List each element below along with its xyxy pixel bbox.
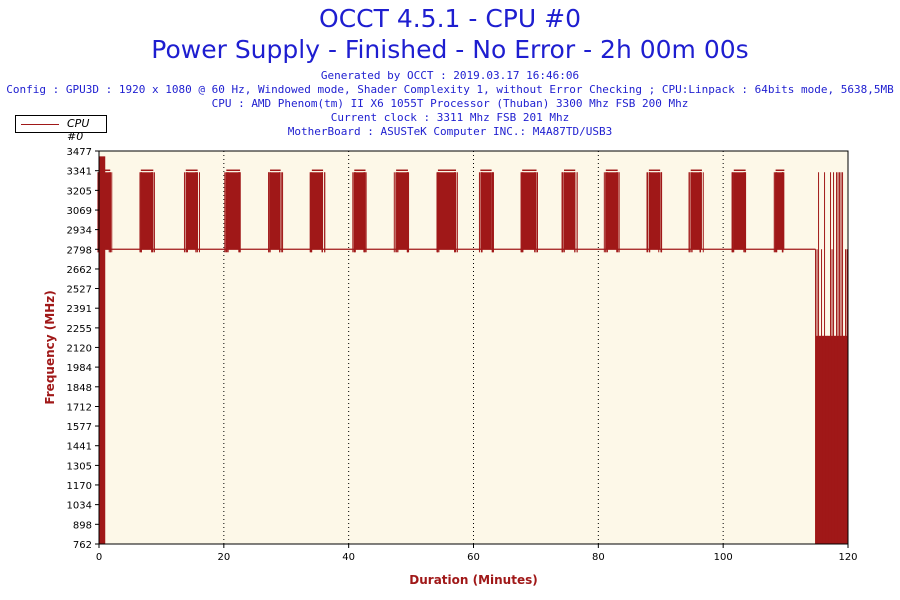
info-current-clock: Current clock : 3311 Mhz FSB 201 Mhz: [330, 111, 570, 124]
series-burst: [437, 172, 457, 250]
info-cpu: CPU : AMD Phenom(tm) II X6 1055T Process…: [211, 97, 689, 110]
y-tick-label: 898: [73, 520, 92, 531]
x-tick-label: 60: [467, 552, 480, 563]
series-burst: [354, 172, 366, 250]
info-motherboard: MotherBoard : ASUSTeK Computer INC.: M4A…: [287, 125, 613, 138]
y-tick-label: 3205: [67, 186, 92, 197]
series-cpu0: [97, 156, 848, 544]
y-tick-label: 1848: [67, 383, 92, 394]
x-tick-label: 40: [342, 552, 355, 563]
y-tick-label: 3341: [67, 167, 92, 178]
grid-lines: [223, 151, 724, 544]
y-tick-label: 1577: [67, 422, 92, 433]
x-axis: 0 20 40 60 80 100 120: [96, 544, 858, 563]
y-tick-label: 2934: [67, 226, 92, 237]
legend: CPU #0: [15, 115, 107, 143]
x-tick-label: 120: [838, 552, 857, 563]
x-tick-label: 20: [217, 552, 230, 563]
y-tick-label: 2798: [67, 245, 92, 256]
legend-swatch: [21, 124, 59, 125]
y-tick-label: 2662: [67, 265, 92, 276]
y-tick-label: 1441: [67, 442, 92, 453]
y-tick-label: 2120: [67, 343, 92, 354]
y-tick-label: 2255: [67, 324, 92, 335]
legend-label: CPU #0: [67, 117, 90, 143]
series-burst: [185, 172, 198, 250]
x-tick-label: 80: [592, 552, 605, 563]
info-config: Config : GPU3D : 1920 x 1080 @ 60 Hz, Wi…: [6, 83, 894, 96]
series-burst: [396, 172, 408, 250]
chart-title: OCCT 4.5.1 - CPU #0: [319, 4, 581, 33]
series-burst: [522, 172, 537, 250]
y-tick-label: 2527: [67, 285, 92, 296]
series-burst: [140, 172, 154, 250]
series-burst: [605, 172, 618, 250]
x-axis-label: Duration (Minutes): [409, 573, 537, 587]
chart-subtitle: Power Supply - Finished - No Error - 2h …: [151, 35, 749, 64]
y-tick-label: 3477: [67, 147, 92, 158]
y-tick-label: 1984: [67, 363, 92, 374]
x-tick-label: 0: [96, 552, 102, 563]
series-startup: [99, 156, 106, 544]
y-tick-label: 1305: [67, 461, 92, 472]
series-burst: [226, 172, 241, 250]
x-tick-label: 100: [714, 552, 733, 563]
y-tick-label: 762: [73, 540, 92, 551]
y-tick-label: 1712: [67, 402, 92, 413]
y-tick-label: 3069: [67, 206, 92, 217]
y-tick-label: 1034: [67, 501, 92, 512]
y-axis: 762 898 1034 1170 1305 1441 1577 1712 1848 1984 21…: [67, 147, 99, 551]
series-burst: [648, 172, 661, 250]
series-burst: [270, 172, 281, 250]
series-burst: [775, 172, 785, 250]
series-burst: [690, 172, 702, 250]
series-burst: [311, 172, 324, 250]
series-burst: [733, 172, 746, 250]
y-axis-label: Frequency (MHz): [43, 290, 57, 404]
y-tick-label: 2391: [67, 304, 92, 315]
series-burst: [480, 172, 492, 250]
series-burst: [564, 172, 576, 250]
info-generated: Generated by OCCT : 2019.03.17 16:46:06: [320, 69, 580, 82]
y-tick-label: 1170: [67, 481, 92, 492]
